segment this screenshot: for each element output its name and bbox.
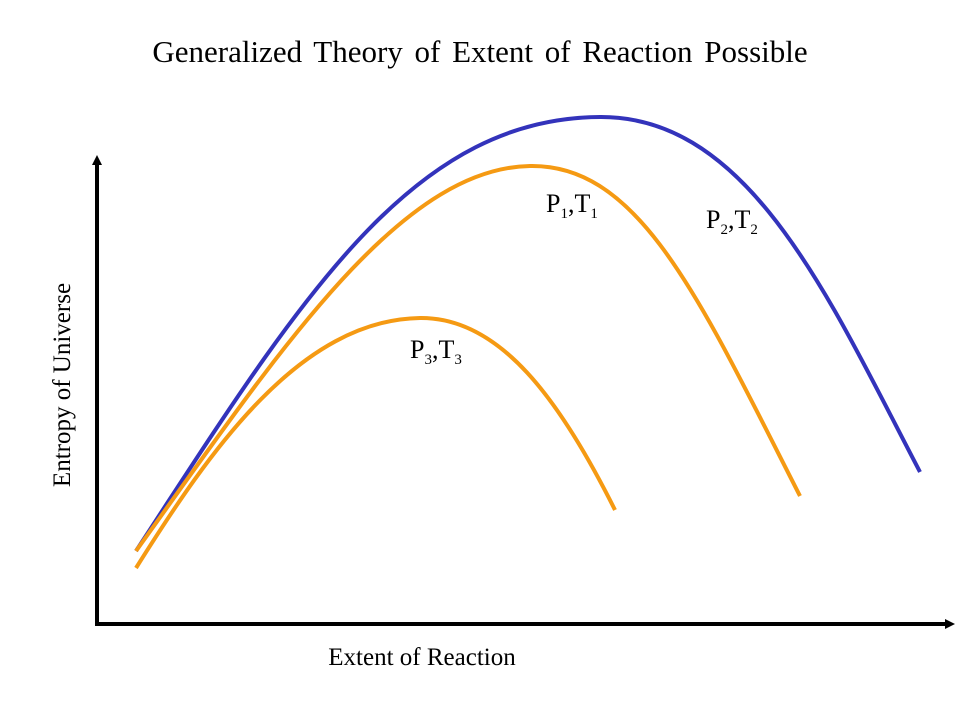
series-line-p3-t3 [134,315,617,570]
series-label-p2-t2: P2,T2 [706,205,758,238]
series-label-p1-t1: P1,T1 [546,189,598,222]
series-line-p1-t1 [134,163,802,553]
series-line-p2-t2 [134,114,922,553]
chart-title: Generalized Theory of Extent of Reaction… [152,34,808,69]
y-axis-label: Entropy of Universe [49,283,76,487]
series-label-p3-t3: P3,T3 [410,335,462,368]
x-axis-label: Extent of Reaction [328,644,516,671]
